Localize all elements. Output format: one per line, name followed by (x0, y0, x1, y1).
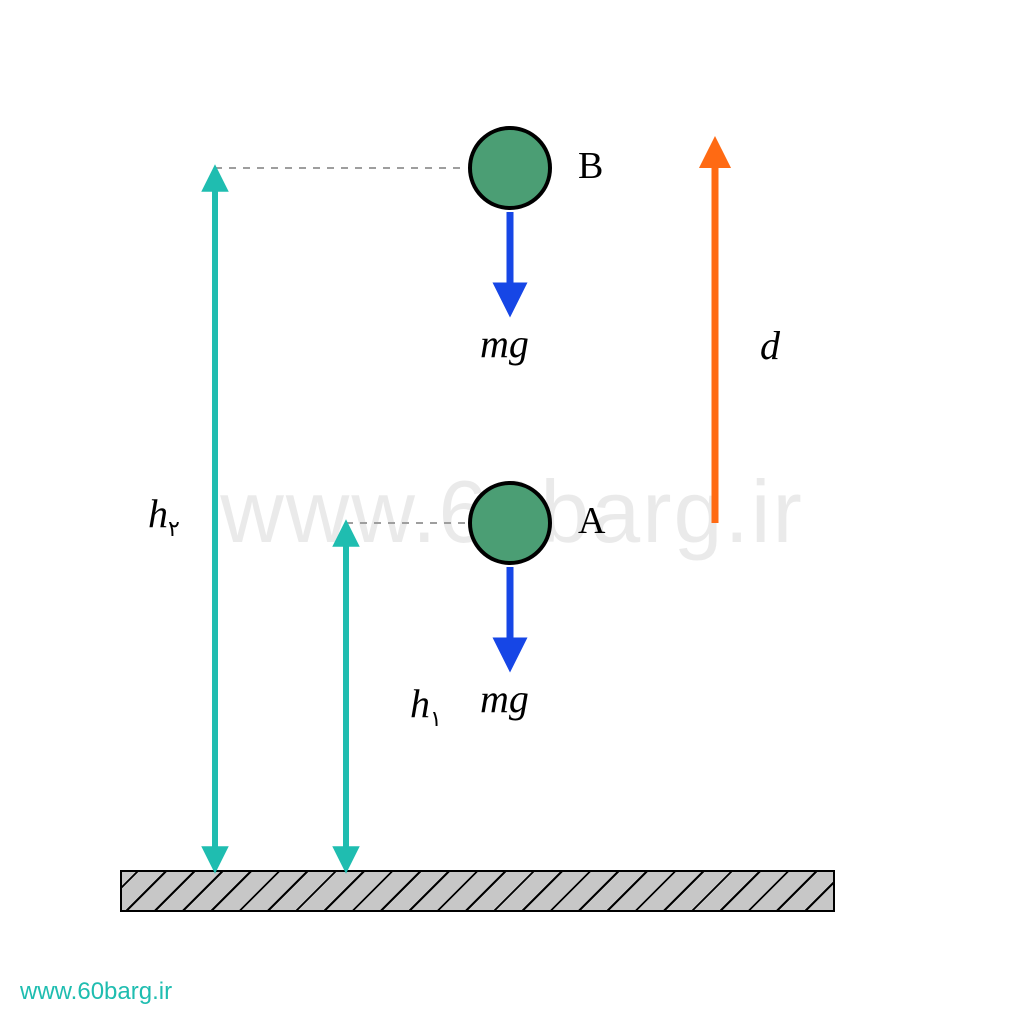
force-label-b: mg (480, 320, 529, 367)
footer-url: www.60barg.ir (20, 978, 172, 1006)
ground-slab (120, 870, 835, 912)
ball-b (468, 126, 552, 210)
ground-hatching (122, 872, 833, 910)
force-label-a: mg (480, 675, 529, 722)
point-label-b: B (578, 144, 603, 188)
height-label-h1: h۱ (410, 680, 442, 732)
ball-a (468, 481, 552, 565)
point-label-a: A (578, 499, 605, 543)
height-label-h2: h۲ (148, 490, 180, 542)
distance-label-d: d (760, 322, 780, 369)
